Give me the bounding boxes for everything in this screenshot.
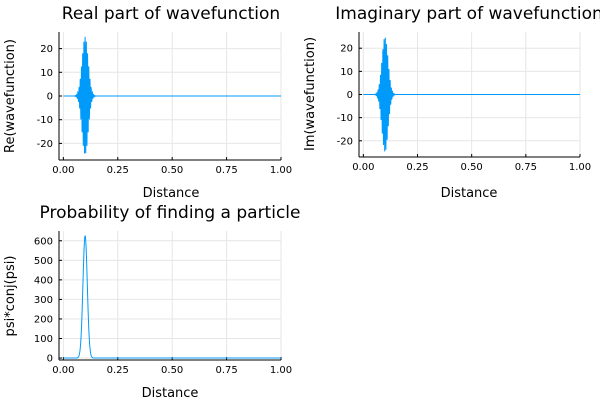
x-tick-label: 0.50	[161, 165, 183, 176]
y-tick-label: 0	[47, 92, 53, 103]
y-tick-label: 0	[347, 90, 353, 101]
chart-title: Imaginary part of wavefunction	[335, 4, 600, 24]
x-tick-label: 0.75	[215, 365, 237, 376]
y-tick-label: 500	[34, 256, 53, 267]
subplot-real-part: Real part of wavefunction Re(wavefunctio…	[3, 4, 292, 201]
y-axis-label: Re(wavefunction)	[3, 39, 18, 153]
x-tick-label: 0.50	[461, 162, 483, 173]
y-tick-label: 0	[47, 354, 53, 365]
x-axis-label: Distance	[143, 186, 200, 201]
x-tick-label: 0.00	[52, 365, 74, 376]
x-tick-label: 0.75	[215, 165, 237, 176]
y-tick-label: -10	[37, 115, 53, 126]
x-tick-label: 1.00	[270, 165, 292, 176]
x-tick-label: 0.25	[107, 365, 129, 376]
y-tick-label: 300	[34, 295, 53, 306]
series-line	[63, 36, 281, 154]
x-tick-label: 0.00	[352, 162, 374, 173]
x-tick-label: 0.25	[107, 165, 129, 176]
x-axis-label: Distance	[142, 386, 199, 400]
x-tick-label: 0.25	[406, 162, 428, 173]
y-tick-label: -20	[37, 139, 53, 150]
series-line	[363, 37, 580, 152]
y-tick-label: 100	[34, 334, 53, 345]
x-tick-label: 1.00	[270, 365, 292, 376]
grid-lines	[59, 231, 282, 360]
y-tick-label: 10	[340, 67, 353, 78]
y-tick-label: 20	[40, 44, 53, 55]
y-tick-label: 10	[40, 68, 53, 79]
chart-title: Probability of finding a particle	[40, 203, 301, 223]
x-tick-label: 1.00	[569, 162, 591, 173]
y-tick-label: 200	[34, 314, 53, 325]
y-tick-label: -20	[337, 136, 353, 147]
series-line	[63, 235, 281, 359]
y-tick-label: -10	[337, 113, 353, 124]
x-axis-label: Distance	[441, 186, 498, 201]
y-tick-label: 600	[34, 236, 53, 247]
y-tick-label: 20	[340, 44, 353, 55]
y-axis-label: Im(wavefunction)	[303, 37, 318, 151]
x-tick-label: 0.00	[52, 165, 74, 176]
x-tick-label: 0.50	[161, 365, 183, 376]
subplot-imaginary-part: Imaginary part of wavefunction Im(wavefu…	[303, 4, 600, 201]
y-tick-label: 400	[34, 275, 53, 286]
x-tick-label: 0.75	[515, 162, 537, 173]
subplot-probability: Probability of finding a particle psi*co…	[3, 203, 300, 400]
y-axis-label: psi*conj(psi)	[3, 256, 18, 337]
chart-title: Real part of wavefunction	[62, 4, 280, 24]
